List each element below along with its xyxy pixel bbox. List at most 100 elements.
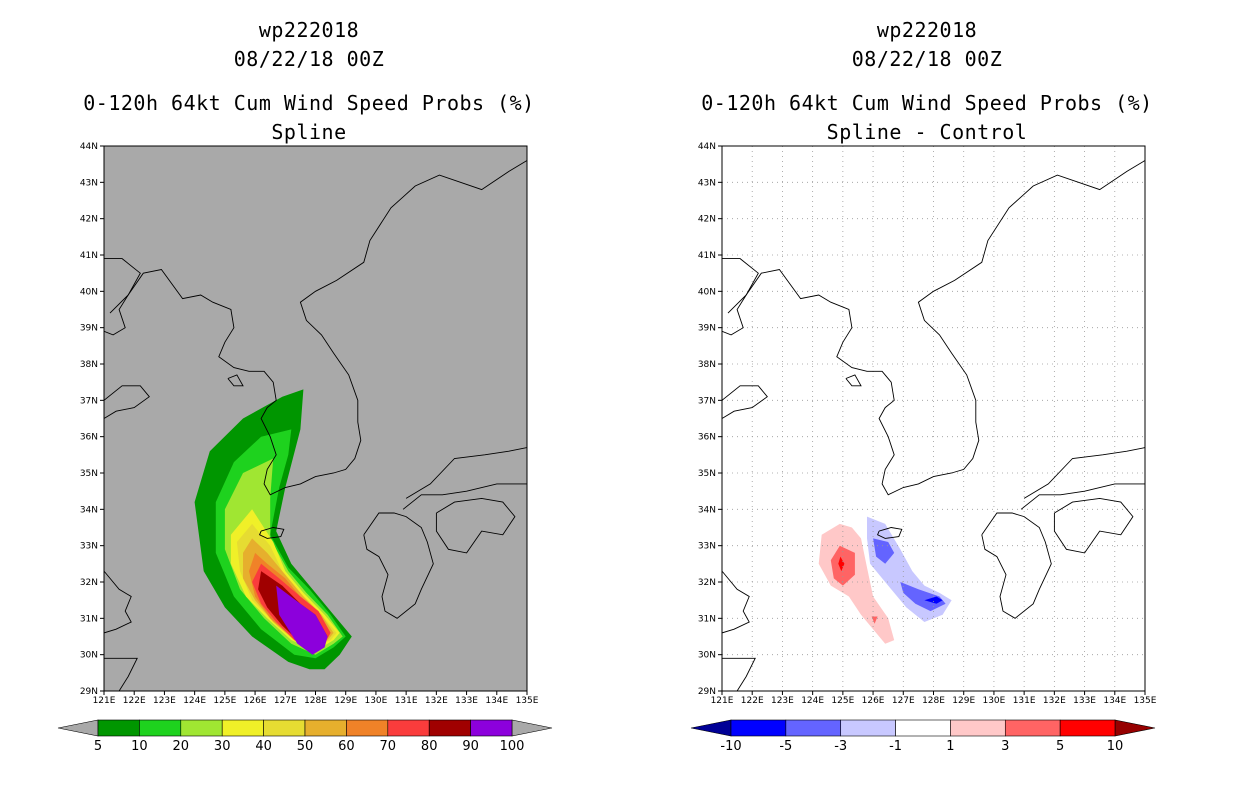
- lon-tick-label: 127E: [274, 696, 297, 706]
- colorbar-label: 40: [255, 739, 272, 754]
- lat-tick-label: 36N: [80, 433, 98, 443]
- colorbar-label: -3: [834, 739, 847, 754]
- coastline-3: [363, 512, 434, 619]
- coastline-4: [435, 497, 516, 554]
- colorbar-swatch: [470, 719, 513, 737]
- lon-tick-label: 129E: [952, 696, 975, 706]
- lon-tick-label: 133E: [1073, 696, 1096, 706]
- colorbar-label: 5: [94, 739, 102, 754]
- colorbar-label: 20: [173, 739, 190, 754]
- lon-tick-label: 126E: [862, 696, 885, 706]
- colorbar-label: 70: [380, 739, 397, 754]
- coastline-6: [405, 447, 527, 499]
- colorbar-high-triangle: [511, 719, 553, 737]
- lon-tick-label: 131E: [395, 696, 418, 706]
- coastline-1: [109, 160, 527, 496]
- lat-tick-label: 35N: [698, 469, 716, 479]
- colorbar-label: 1: [946, 739, 954, 754]
- lon-tick-label: 125E: [831, 696, 854, 706]
- lat-tick-label: 39N: [698, 324, 716, 334]
- lat-tick-label: 39N: [80, 324, 98, 334]
- colorbar-swatch: [97, 719, 140, 737]
- colorbar-swatch: [895, 719, 951, 737]
- colorbar-high-triangle: [1114, 719, 1156, 737]
- lon-tick-label: 123E: [771, 696, 794, 706]
- lon-tick-label: 135E: [1134, 696, 1157, 706]
- colorbar: 5 10 20 30 40 50 60 70 80 90 100: [57, 719, 553, 754]
- coastline-0: [104, 258, 141, 336]
- field-title: Spline - Control: [826, 120, 1028, 144]
- field-title: Spline: [271, 120, 347, 144]
- colorbar-label: -5: [779, 739, 792, 754]
- coastline-1: [727, 160, 1145, 496]
- lat-tick-label: 42N: [698, 215, 716, 225]
- lat-tick-label: 37N: [698, 396, 716, 406]
- lat-tick-label: 40N: [80, 287, 98, 297]
- grid-lines: [722, 146, 1145, 691]
- coastline-6: [1023, 447, 1145, 499]
- colorbar-label: 90: [462, 739, 479, 754]
- coastline-10: [722, 385, 768, 419]
- lon-tick-label: 121E: [93, 696, 116, 706]
- lon-tick-label: 132E: [1043, 696, 1066, 706]
- coastline-0: [722, 258, 759, 336]
- colorbar-label: 50: [297, 739, 314, 754]
- colorbar-label: 60: [338, 739, 355, 754]
- contour-neg3-5: [873, 538, 895, 564]
- contour-neg3-6: [900, 582, 946, 612]
- lat-tick-label: 31N: [698, 614, 716, 624]
- difference-map: 29N 30N 31N 32N 33N 34N 35N 36N 37N 38N 39N 40N 41N 4…: [690, 142, 1157, 754]
- lon-tick-label: 129E: [334, 696, 357, 706]
- coastline-2: [877, 527, 903, 539]
- map-layers: [104, 160, 527, 691]
- colorbar-swatch: [180, 719, 223, 737]
- contour-neg5-7: [924, 596, 943, 604]
- colorbar-label: 3: [1001, 739, 1009, 754]
- lat-tick-label: 36N: [698, 433, 716, 443]
- lat-tick-label: 43N: [698, 178, 716, 188]
- colorbar: -10 -5 -3 -1 1 3 5 10: [690, 719, 1156, 754]
- lat-tick-label: 40N: [698, 287, 716, 297]
- coastline-4: [1053, 497, 1134, 554]
- lon-tick-label: 128E: [922, 696, 945, 706]
- contour-5-3: [838, 556, 845, 572]
- colorbar-label: 100: [500, 739, 525, 754]
- lon-tick-label: 121E: [711, 696, 734, 706]
- lon-tick-label: 124E: [801, 696, 824, 706]
- lon-tick-label: 134E: [1103, 696, 1126, 706]
- datetime-title: 08/22/18 00Z: [851, 47, 1003, 71]
- lon-tick-label: 130E: [364, 696, 387, 706]
- coastline-5: [1020, 483, 1145, 510]
- lon-tick-label: 123E: [153, 696, 176, 706]
- contour-3-2: [871, 616, 878, 624]
- lat-tick-label: 31N: [80, 614, 98, 624]
- lat-tick-label: 41N: [698, 251, 716, 261]
- lon-tick-label: 130E: [982, 696, 1005, 706]
- lon-tick-label: 128E: [304, 696, 327, 706]
- lat-tick-label: 29N: [80, 687, 98, 697]
- colorbar-swatch: [785, 719, 842, 737]
- datetime-title: 08/22/18 00Z: [233, 47, 385, 71]
- lon-tick-label: 122E: [741, 696, 764, 706]
- coastline-7: [845, 374, 862, 387]
- colorbar-swatch: [428, 719, 471, 737]
- colorbar-swatch: [221, 719, 264, 737]
- lon-tick-label: 126E: [244, 696, 267, 706]
- lon-tick-label: 122E: [123, 696, 146, 706]
- colorbar-swatch: [387, 719, 430, 737]
- coastline-10: [104, 385, 150, 419]
- colorbar-swatch: [730, 719, 787, 737]
- colorbar-low-triangle: [57, 719, 99, 737]
- colorbar-swatch: [840, 719, 896, 737]
- coastline-5: [402, 483, 527, 510]
- storm-id-title: wp222018: [258, 18, 360, 42]
- lat-tick-label: 37N: [80, 396, 98, 406]
- lat-tick-label: 42N: [80, 215, 98, 225]
- lat-tick-label: 41N: [80, 251, 98, 261]
- product-title: 0-120h 64kt Cum Wind Speed Probs (%): [701, 91, 1153, 115]
- colorbar-label: 5: [1056, 739, 1064, 754]
- lat-tick-label: 34N: [80, 505, 98, 515]
- colorbar-label: 10: [1107, 739, 1124, 754]
- colorbar-low-triangle: [690, 719, 732, 737]
- lon-tick-label: 124E: [183, 696, 206, 706]
